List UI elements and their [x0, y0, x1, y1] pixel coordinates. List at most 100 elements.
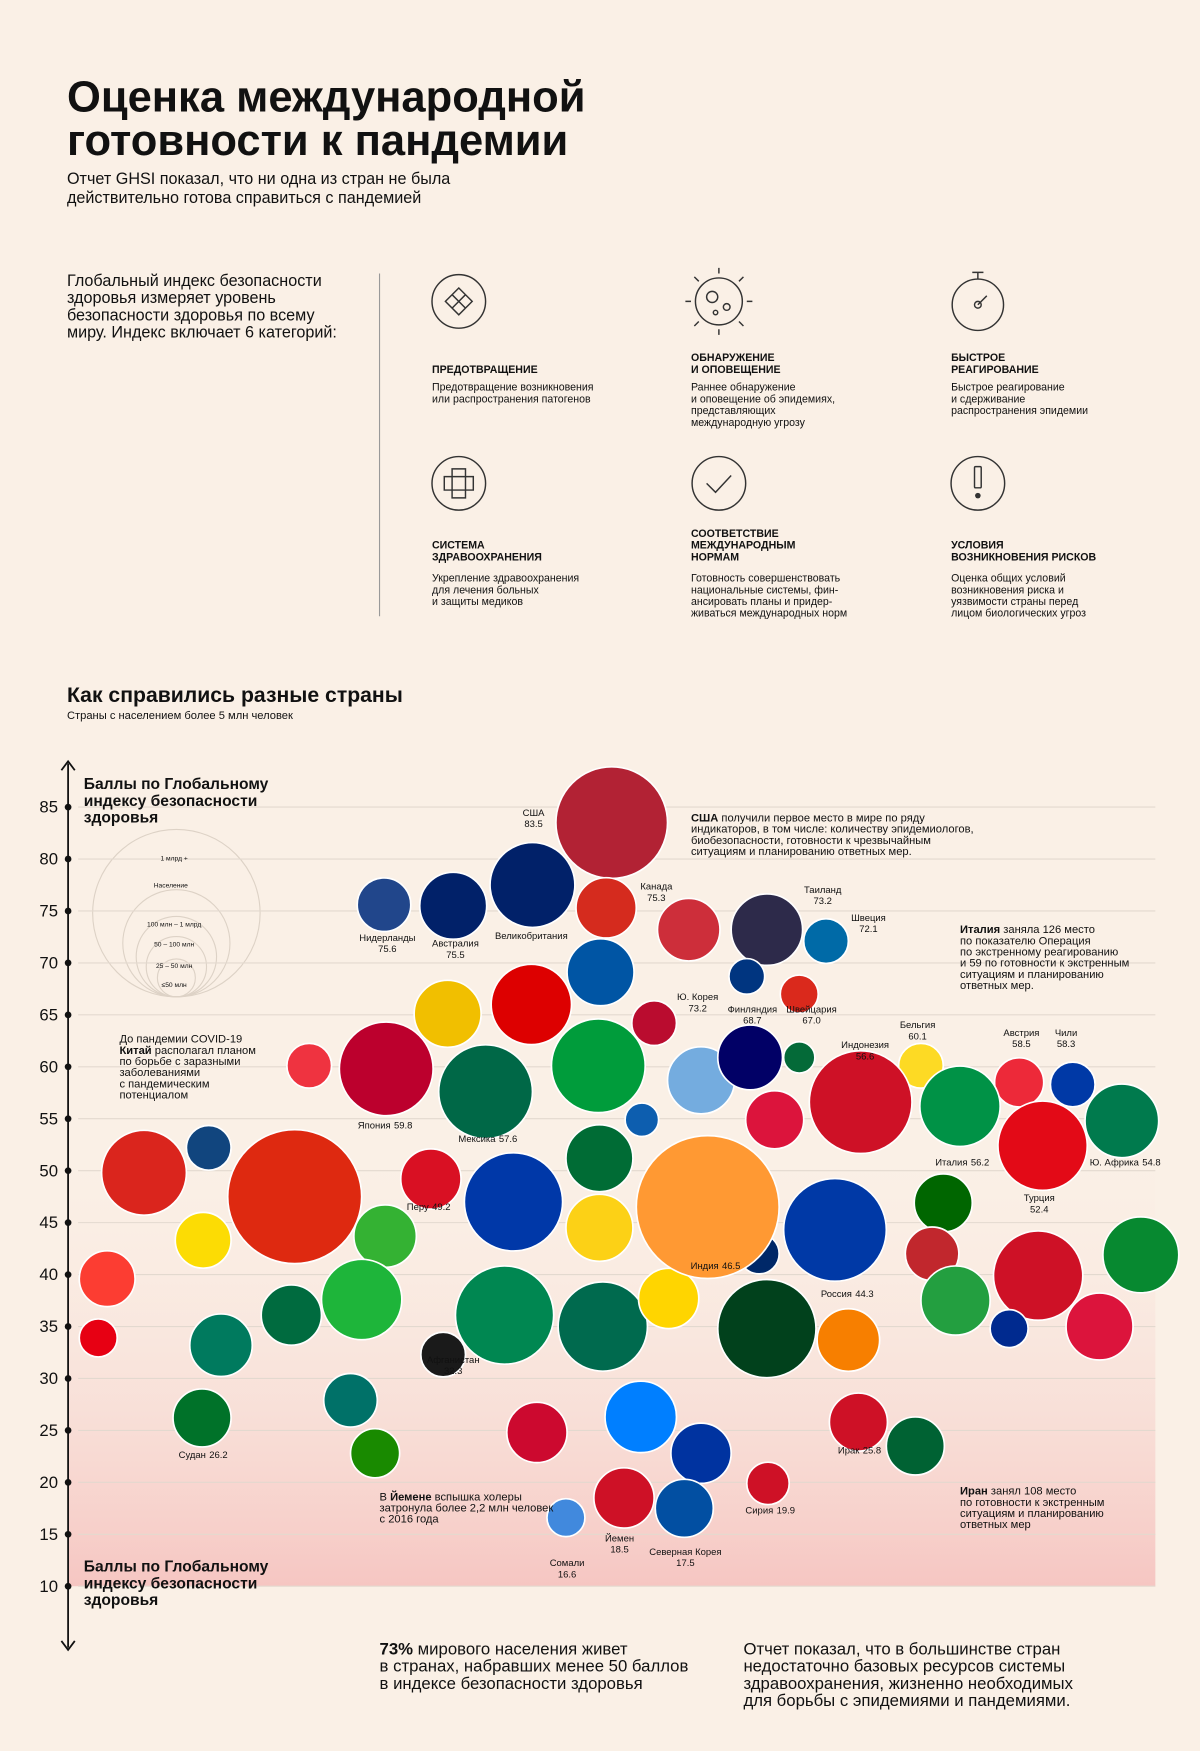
- country-bubble: [546, 1497, 586, 1538]
- country-label: Ю. Африка 54.8: [1090, 1157, 1161, 1168]
- annotation: по показателю Операция: [960, 935, 1091, 947]
- footer-text: 73% мирового населения живет: [380, 1639, 628, 1658]
- size-legend-label: 25 – 50 млн: [156, 963, 193, 970]
- y-tick-label: 85: [39, 798, 58, 817]
- country-label: Северная Корея: [649, 1547, 721, 1558]
- text-segment: с 2016 года: [380, 1514, 440, 1526]
- subtitle: действительно готова справиться с пандем…: [67, 189, 421, 207]
- text-segment: Отчет показал, что в большинстве стран: [743, 1639, 1060, 1658]
- value-label: 56.2: [971, 1157, 989, 1168]
- value-label: 26.2: [209, 1450, 227, 1461]
- country-bubble: [575, 876, 638, 939]
- value-label: 19.9: [777, 1506, 795, 1517]
- country-bubble: [78, 1249, 136, 1308]
- text-segment: с пандемическим: [119, 1078, 209, 1090]
- intro-text: безопасности здоровья по всему: [67, 306, 316, 324]
- country-bubble: [816, 1307, 881, 1373]
- country-label: Нидерланды: [359, 933, 415, 944]
- text-segment: ситуациям и планированию: [960, 1508, 1104, 1520]
- text-segment: в индексе безопасности здоровья: [380, 1674, 643, 1693]
- value-label: 68.7: [743, 1016, 761, 1027]
- value-label: 75.3: [647, 893, 665, 904]
- text-segment: занял 108 место: [988, 1486, 1077, 1498]
- country-bubble: [454, 1265, 555, 1366]
- category-description: международную угрозу: [691, 417, 806, 429]
- value-label: 16.6: [558, 1569, 576, 1580]
- country-label: Сирия 19.9: [745, 1506, 795, 1517]
- y-tick-label: 20: [39, 1473, 58, 1492]
- y-tick-label: 60: [39, 1057, 58, 1076]
- icon-prevention: [431, 273, 487, 329]
- text-segment: по борьбе с заразными: [119, 1056, 240, 1068]
- country-label: Индонезия: [841, 1040, 889, 1051]
- value-label: 58.5: [1012, 1039, 1030, 1050]
- y-tick-label: 80: [39, 850, 58, 869]
- value-label: 56.6: [856, 1051, 874, 1062]
- country-bubble: [353, 1204, 418, 1269]
- y-axis-title: Баллы по Глобальному: [84, 1559, 269, 1576]
- title: Оценка международной: [67, 74, 586, 122]
- category-description: уязвимости страны перед: [951, 596, 1078, 608]
- country-label: Великобритания: [495, 931, 568, 942]
- country-bubble: [593, 1466, 655, 1529]
- category-title: РЕАГИРОВАНИЕ: [951, 364, 1039, 376]
- value-label: 75.6: [378, 944, 396, 955]
- text-segment: получили первое место в мире по ряду: [718, 813, 925, 825]
- y-tick-label: 65: [39, 1005, 58, 1024]
- country-label: Таиланд: [804, 885, 842, 896]
- intro-text: Глобальный индекс безопасности: [67, 272, 322, 290]
- country-label: Финляндия: [728, 1004, 778, 1015]
- country-bubble: [566, 937, 635, 1007]
- country-bubble: [557, 1281, 649, 1373]
- size-legend-label: Население: [154, 882, 188, 889]
- annotation: Иран занял 108 место: [960, 1486, 1076, 1498]
- value-label: 46.5: [722, 1261, 740, 1272]
- text-segment: ответных мер: [960, 1519, 1031, 1531]
- tick-mark: [64, 1478, 72, 1486]
- annotation: США получили первое место в мире по ряду: [691, 813, 925, 825]
- text-segment: Йемене: [390, 1490, 431, 1503]
- country-bubble: [1084, 1083, 1160, 1159]
- annotation: по готовности к экстренным: [960, 1497, 1104, 1509]
- country-bubble: [185, 1124, 232, 1171]
- value-label: 58.3: [1057, 1039, 1075, 1050]
- category-description: ансировать планы и придер-: [691, 596, 833, 608]
- value-label: 17.5: [676, 1558, 694, 1569]
- text-segment: До пандемии COVID-19: [119, 1034, 242, 1046]
- country-bubble: [630, 999, 678, 1047]
- text-segment: заняла 126 место: [1000, 924, 1095, 936]
- country-label: Чили: [1055, 1028, 1077, 1039]
- y-tick-label: 15: [39, 1525, 58, 1544]
- text-segment: здравоохранения, жизненно необходимых: [743, 1674, 1073, 1693]
- country-name: Италия: [935, 1157, 967, 1168]
- country-label: США: [523, 808, 546, 819]
- tick-mark: [64, 1167, 72, 1175]
- value-label: 73.2: [688, 1003, 706, 1014]
- text-segment: для борьбы с эпидемиями и пандемиями.: [743, 1691, 1070, 1710]
- country-name: Ирак: [838, 1445, 860, 1456]
- annotation: ситуациям и планированию: [960, 1508, 1104, 1520]
- annotation: с 2016 года: [380, 1514, 440, 1526]
- annotation: До пандемии COVID-19: [119, 1034, 242, 1046]
- category-title: И ОПОВЕЩЕНИЕ: [691, 364, 781, 376]
- category-title: УСЛОВИЯ: [951, 540, 1004, 552]
- country-bubble: [730, 893, 804, 967]
- country-name: Сирия: [745, 1506, 773, 1517]
- y-axis-title: индексу безопасности: [84, 793, 258, 810]
- annotation: заболеваниями: [119, 1067, 200, 1079]
- category-title: ВОЗНИКНОВЕНИЯ РИСКОВ: [951, 551, 1096, 563]
- country-bubble: [913, 1173, 974, 1233]
- category-description: Укрепление здравоохранения: [432, 573, 579, 585]
- country-bubble: [635, 1134, 780, 1280]
- country-bubble: [828, 1392, 889, 1452]
- text-segment: вспышка холеры: [432, 1491, 522, 1503]
- country-name: Россия: [821, 1289, 852, 1300]
- text-segment: по готовности к экстренным: [960, 1497, 1104, 1509]
- text-segment: США: [691, 813, 718, 825]
- tick-mark: [64, 1582, 72, 1590]
- category-description: и защиты медиков: [432, 596, 523, 608]
- y-tick-label: 40: [39, 1265, 58, 1284]
- country-bubble: [260, 1284, 323, 1347]
- category-description: Предотвращение возникновения: [432, 382, 594, 394]
